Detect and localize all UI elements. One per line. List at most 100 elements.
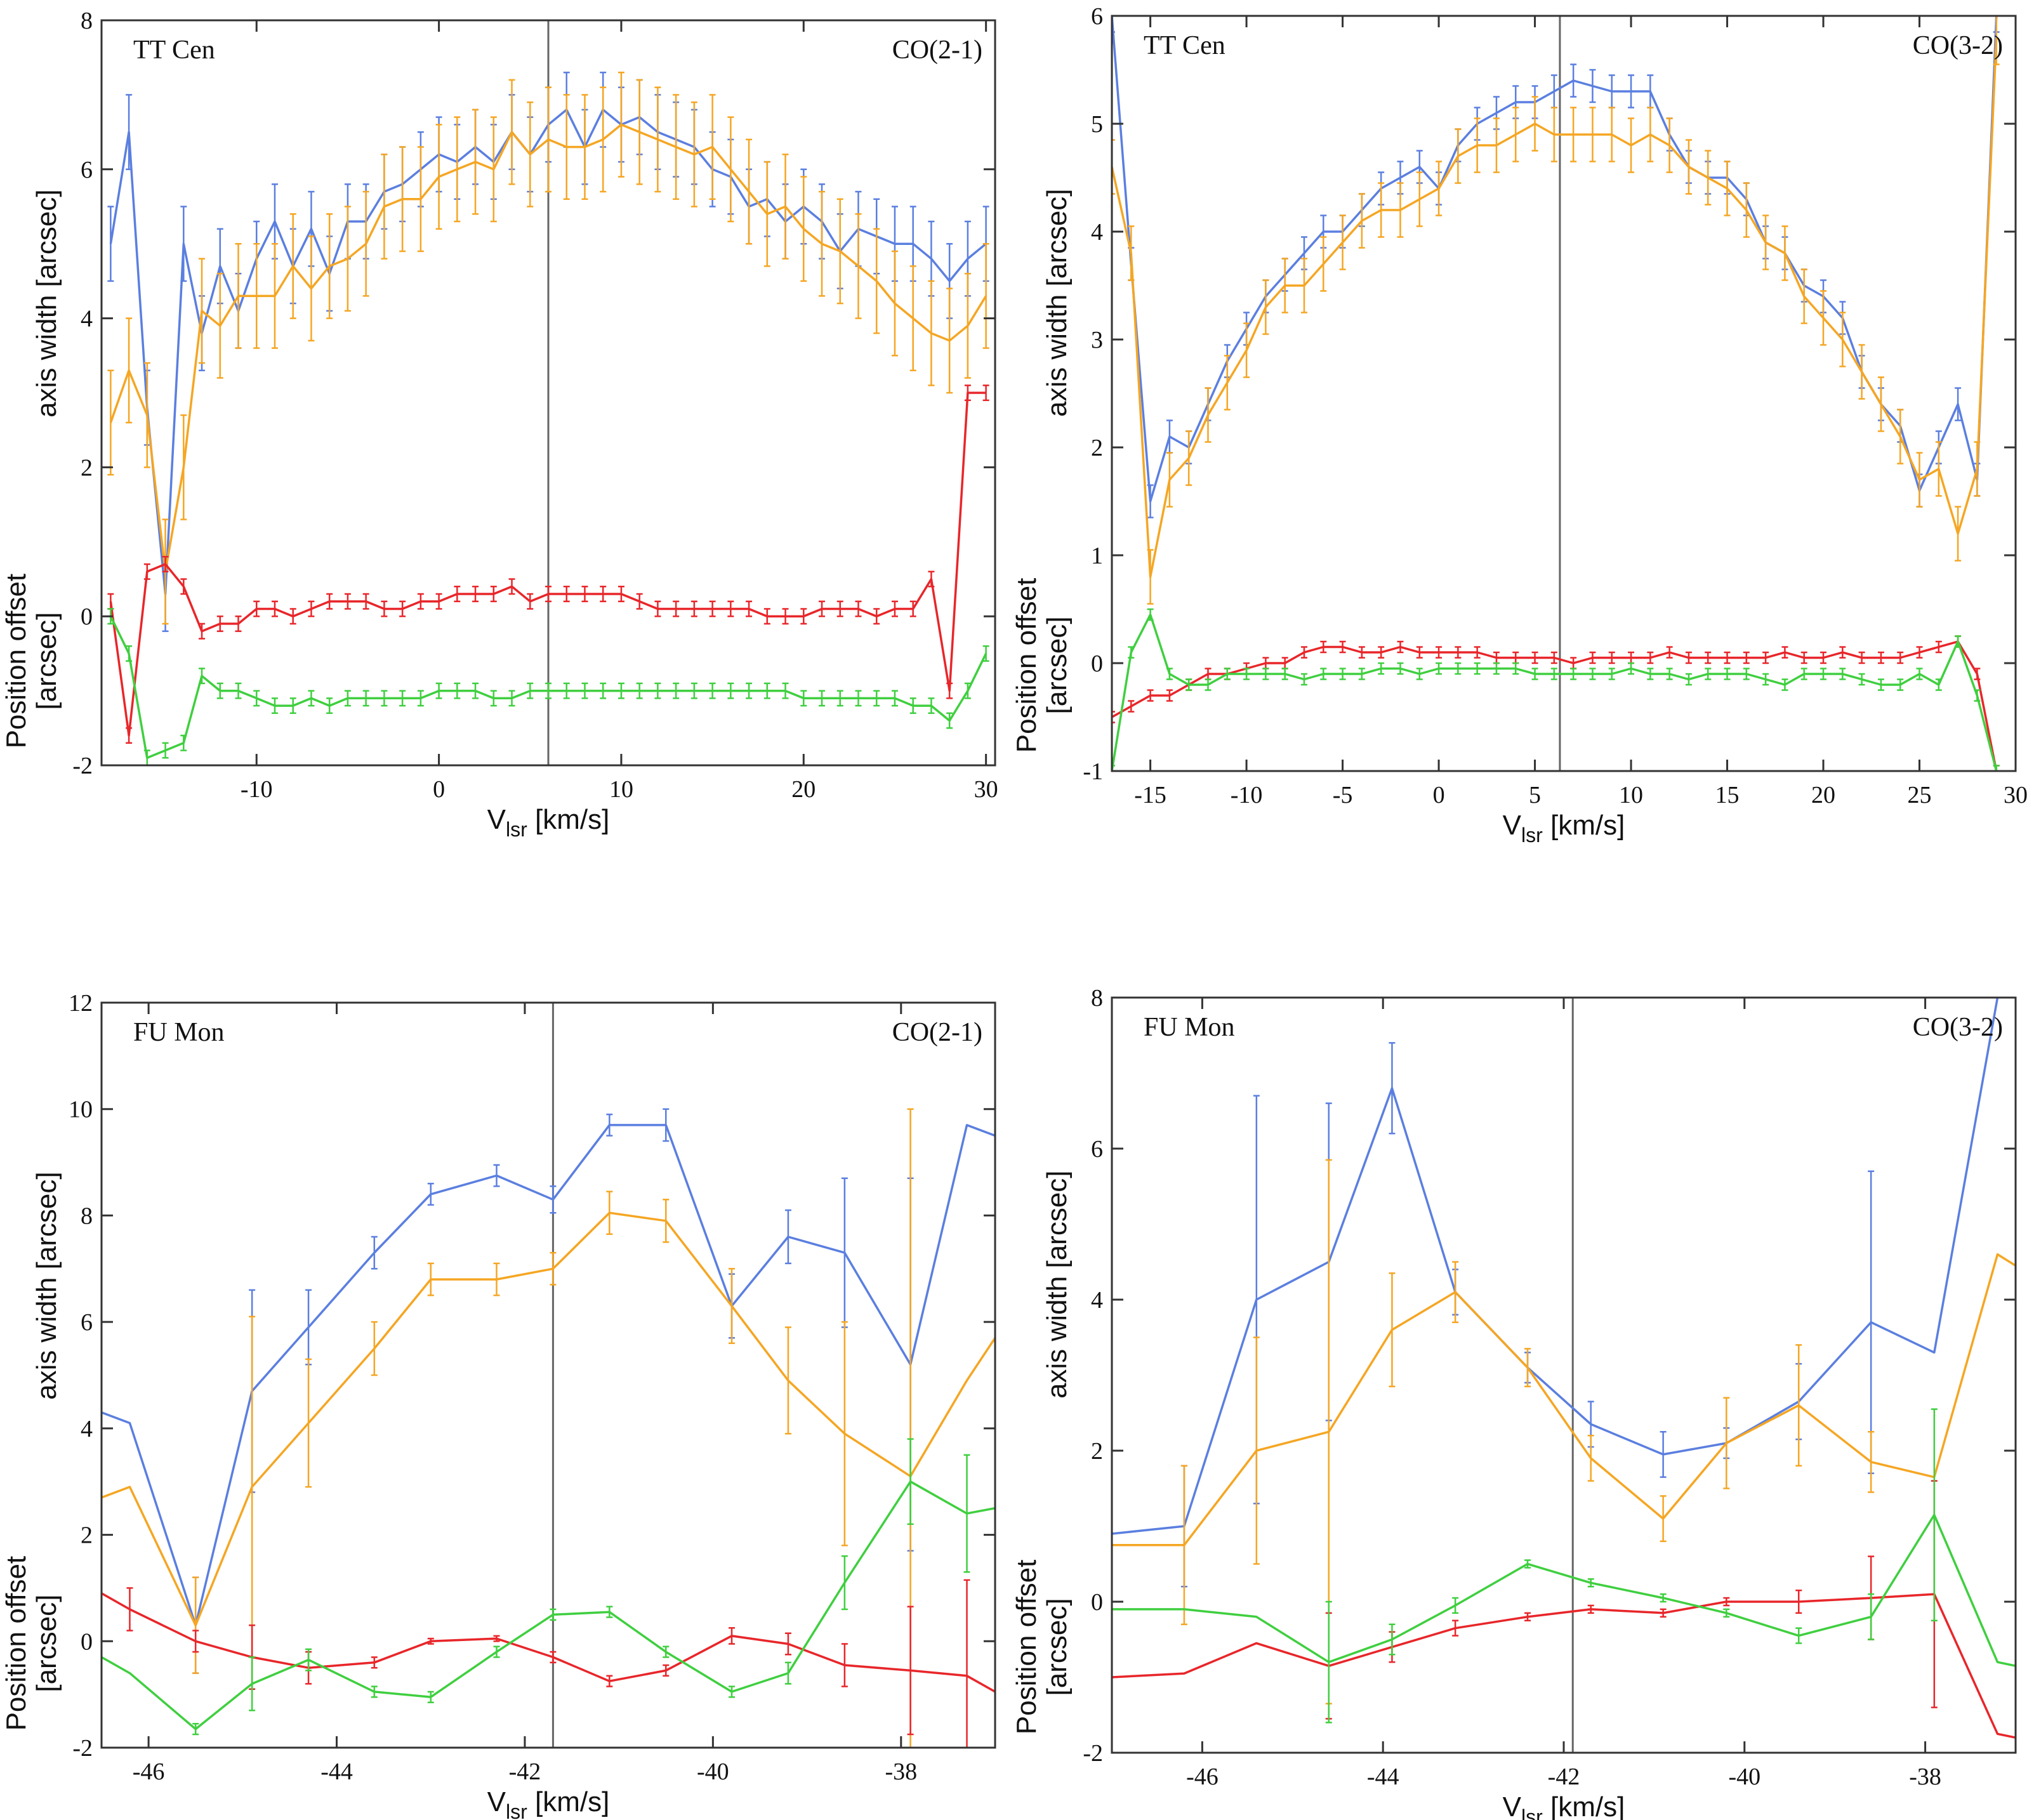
x-axis-title-sub: lsr — [506, 818, 527, 841]
series-line-blue — [1112, 998, 1999, 1535]
x-axis-title-unit: [km/s] — [1543, 810, 1625, 841]
x-tick-label: -46 — [1186, 1764, 1218, 1790]
object-label: TT Cen — [133, 36, 215, 65]
x-tick-label: 30 — [974, 776, 998, 803]
y-axis-title-upper: axis width [arcsec] — [31, 1171, 62, 1399]
y-axis-title-lower: Position offset — [1, 1556, 32, 1731]
y-tick-label: 12 — [69, 990, 93, 1017]
panel-bottom-left: -46 -44 -42 -40 -38 -2 0 2 4 6 8 10 12 FU Mon CO(2-1) V… — [1, 990, 996, 1820]
y-tick-label: 6 — [1091, 3, 1103, 30]
x-axis-title-main: V — [487, 1786, 506, 1817]
x-axis-title: Vlsr [km/s] — [1503, 1791, 1625, 1820]
y-tick-label: -2 — [1083, 1740, 1103, 1767]
y-tick-label: 6 — [1091, 1136, 1103, 1163]
x-tick-label: -10 — [1231, 782, 1263, 808]
y-tick-label: 2 — [1091, 1438, 1103, 1465]
x-tick-label: -15 — [1134, 782, 1166, 808]
line-label: CO(3-2) — [1913, 31, 2003, 60]
object-label: FU Mon — [1144, 1013, 1235, 1042]
y-tick-label: 0 — [81, 603, 93, 630]
y-tick-label: 6 — [81, 157, 93, 183]
y-tick-label: 4 — [81, 306, 93, 333]
y-tick-label: 3 — [1091, 327, 1103, 353]
y-tick-label: 5 — [1091, 111, 1103, 138]
x-tick-label: 30 — [2004, 782, 2028, 808]
object-label: FU Mon — [133, 1018, 225, 1047]
panel-top-left: -10 0 10 20 30 -2 0 2 4 6 8 TT Cen CO(2-1) Vlsr [km/s… — [1, 8, 998, 841]
y-tick-label: 0 — [1091, 650, 1103, 677]
x-tick-label: 0 — [1433, 782, 1445, 808]
x-axis-title: Vlsr [km/s] — [487, 1786, 610, 1820]
plot-area — [102, 1108, 995, 1748]
object-label: TT Cen — [1144, 31, 1225, 60]
x-axis-title-sub: lsr — [1521, 824, 1543, 847]
y-tick-label: 4 — [81, 1416, 93, 1442]
y-tick-label: -1 — [1083, 758, 1103, 785]
x-tick-label: 20 — [791, 776, 816, 803]
y-tick-label: 8 — [1091, 985, 1103, 1012]
series-orange — [102, 1108, 995, 1748]
x-tick-label: 25 — [1908, 782, 1932, 808]
x-axis-title: Vlsr [km/s] — [487, 804, 610, 841]
y-tick-label: 4 — [1091, 219, 1103, 246]
y-tick-label: 2 — [81, 1522, 93, 1549]
line-label: CO(2-1) — [892, 1018, 982, 1047]
plot-frame — [100, 19, 996, 767]
y-axis-title-lower: Position offset — [1, 574, 32, 749]
x-tick-label: -10 — [241, 776, 273, 803]
y-axis-title-upper: axis width [arcsec] — [31, 189, 62, 417]
y-tick-label: 10 — [69, 1097, 93, 1123]
y-tick-label: 0 — [1091, 1589, 1103, 1616]
plot-area — [107, 71, 989, 765]
plot-frame — [1111, 15, 2017, 772]
x-tick-label: 5 — [1529, 782, 1541, 808]
x-axis-title-main: V — [1503, 1791, 1522, 1820]
y-tick-label: 8 — [81, 1203, 93, 1229]
y-tick-label: 2 — [1091, 435, 1103, 461]
series-green — [1112, 608, 2000, 771]
series-orange — [1112, 16, 2000, 605]
x-tick-label: -40 — [1728, 1764, 1760, 1790]
x-tick-label: 20 — [1811, 782, 1835, 808]
plot-area — [1112, 998, 2016, 1739]
series-green — [102, 1438, 995, 1736]
x-tick-label: -38 — [885, 1758, 917, 1785]
y-tick-label: 1 — [1091, 543, 1103, 569]
x-tick-label: 15 — [1715, 782, 1740, 808]
y-tick-label: -2 — [72, 1735, 93, 1762]
plot-frame — [100, 1001, 996, 1749]
y-tick-label: 0 — [81, 1628, 93, 1655]
x-axis-title-sub: lsr — [506, 1800, 527, 1820]
x-tick-label: -42 — [509, 1758, 541, 1785]
y-tick-label: 6 — [81, 1309, 93, 1336]
x-tick-label: -46 — [133, 1758, 165, 1785]
y-axis-title-upper: axis width [arcsec] — [1041, 188, 1073, 416]
x-axis-title-sub: lsr — [1521, 1805, 1543, 1820]
panel-bottom-right: -46 -44 -42 -40 -38 -2 0 2 4 6 8 FU Mon CO(3-2) Vlsr … — [1011, 985, 2017, 1820]
x-tick-label: 10 — [1619, 782, 1643, 808]
y-axis-title-lower-unit: [arcsec] — [31, 1595, 62, 1692]
y-axis-title-lower-unit: [arcsec] — [1041, 1598, 1073, 1696]
line-label: CO(3-2) — [1913, 1013, 2003, 1042]
y-tick-label: 8 — [81, 8, 93, 34]
x-tick-label: 10 — [609, 776, 633, 803]
x-tick-label: -44 — [320, 1758, 353, 1785]
x-tick-label: -40 — [697, 1758, 729, 1785]
series-orange — [1112, 1159, 2016, 1705]
y-axis-title-lower: Position offset — [1011, 578, 1042, 753]
series-red — [107, 385, 989, 744]
series-green — [107, 608, 989, 765]
x-axis-title-unit: [km/s] — [1543, 1791, 1625, 1820]
series-orange — [107, 71, 989, 625]
y-axis-title-lower-unit: [arcsec] — [31, 612, 62, 710]
y-tick-label: -2 — [72, 753, 93, 779]
x-tick-label: 0 — [433, 776, 445, 803]
y-axis-title-upper: axis width [arcsec] — [1041, 1170, 1073, 1398]
plot-area — [1112, 16, 2000, 771]
y-tick-label: 2 — [81, 454, 93, 481]
x-axis-title-unit: [km/s] — [527, 1786, 610, 1817]
series-green — [1112, 1408, 2016, 1724]
